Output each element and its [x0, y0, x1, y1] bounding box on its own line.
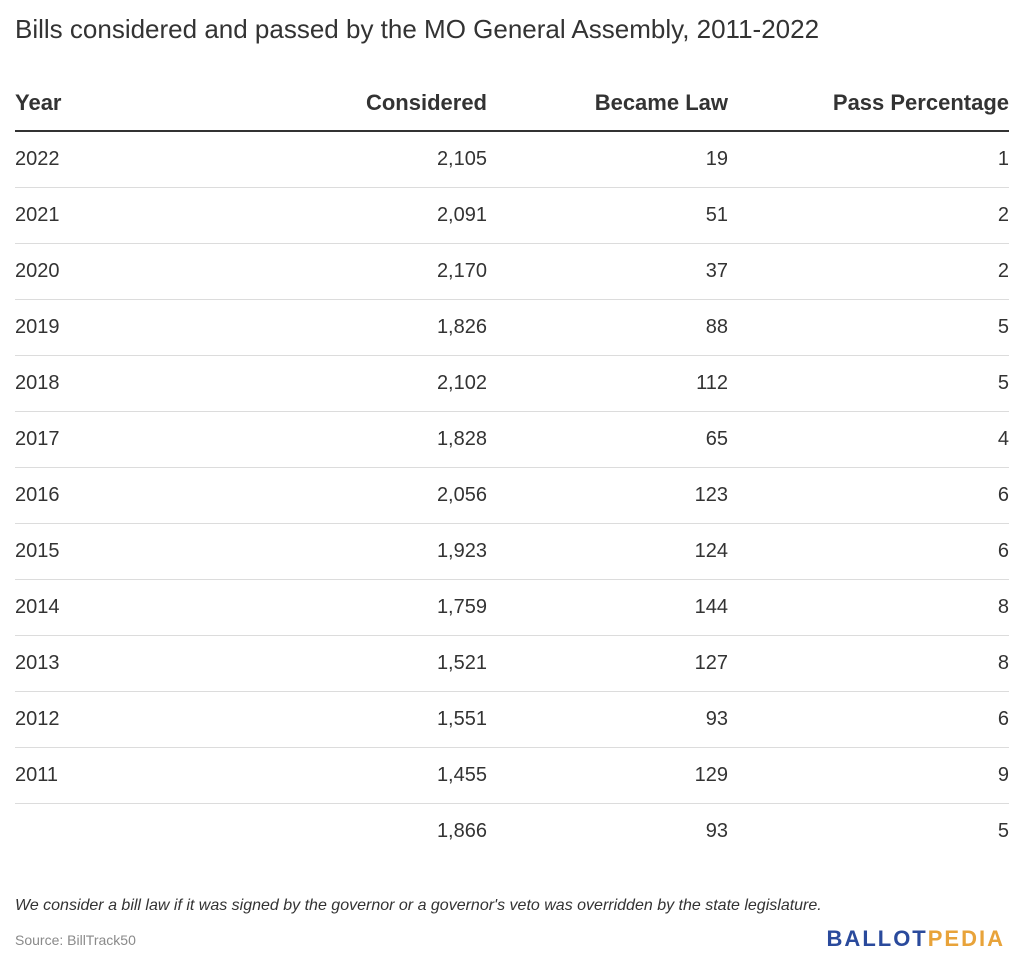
cell-pass-percentage: 6 [728, 691, 1009, 748]
cell-year: 2020 [15, 243, 195, 300]
cell-became-law: 51 [487, 187, 728, 244]
cell-considered: 1,826 [195, 299, 487, 356]
table-row: 2022 2,105 19 1 [15, 131, 1009, 188]
cell-became-law: 127 [487, 635, 728, 692]
cell-pass-percentage: 5 [728, 299, 1009, 356]
cell-became-law: 144 [487, 579, 728, 636]
table-row: 2011 1,455 129 9 [15, 747, 1009, 804]
cell-considered: 1,551 [195, 691, 487, 748]
cell-considered: 2,170 [195, 243, 487, 300]
cell-considered: 1,759 [195, 579, 487, 636]
cell-became-law: 93 [487, 691, 728, 748]
table-row: 2017 1,828 65 4 [15, 411, 1009, 468]
table-row: 2012 1,551 93 6 [15, 691, 1009, 748]
cell-year: 2014 [15, 579, 195, 636]
table-header-row: Year Considered Became Law Pass Percenta… [15, 76, 1009, 132]
cell-pass-percentage: 1 [728, 131, 1009, 188]
table-row: 2018 2,102 112 5 [15, 355, 1009, 412]
cell-year: 2022 [15, 131, 195, 188]
data-table: Year Considered Became Law Pass Percenta… [15, 76, 1009, 859]
cell-considered: 1,521 [195, 635, 487, 692]
table-row: 2021 2,091 51 2 [15, 187, 1009, 244]
cell-considered: 1,828 [195, 411, 487, 468]
cell-year: 2012 [15, 691, 195, 748]
logo-part-pedia: PEDIA [927, 926, 1005, 951]
cell-year [15, 804, 195, 860]
cell-year: 2015 [15, 523, 195, 580]
cell-became-law: 123 [487, 467, 728, 524]
cell-pass-percentage: 4 [728, 411, 1009, 468]
cell-considered: 2,091 [195, 187, 487, 244]
cell-considered: 1,923 [195, 523, 487, 580]
cell-became-law: 37 [487, 243, 728, 300]
cell-pass-percentage: 2 [728, 187, 1009, 244]
cell-considered: 1,866 [436, 820, 487, 842]
cell-considered: 1,455 [195, 747, 487, 804]
cell-became-law: 93 [705, 820, 728, 842]
cell-pass-percentage: 5 [728, 355, 1009, 412]
cell-year: 2021 [15, 187, 195, 244]
cell-became-law: 65 [487, 411, 728, 468]
table-row-average: 1,866 93 5 [15, 804, 1009, 860]
cell-became-law: 112 [487, 355, 728, 412]
cell-became-law: 129 [487, 747, 728, 804]
cell-pass-percentage: 8 [728, 635, 1009, 692]
cell-year: 2017 [15, 411, 195, 468]
table-row: 2016 2,056 123 6 [15, 467, 1009, 524]
cell-pass-percentage: 2 [728, 243, 1009, 300]
source-note: Source: BillTrack50 [15, 932, 136, 948]
cell-considered: 2,056 [195, 467, 487, 524]
cell-became-law: 124 [487, 523, 728, 580]
cell-considered: 2,102 [195, 355, 487, 412]
table-row: 2013 1,521 127 8 [15, 635, 1009, 692]
table-row: 2020 2,170 37 2 [15, 243, 1009, 300]
cell-pass-percentage: 6 [728, 467, 1009, 524]
table-row: 2015 1,923 124 6 [15, 523, 1009, 580]
cell-year: 2011 [15, 747, 195, 804]
cell-became-law: 19 [487, 131, 728, 188]
cell-pass-percentage: 9 [728, 747, 1009, 804]
cell-pass-percentage: 8 [728, 579, 1009, 636]
cell-pass-percentage: 6 [728, 523, 1009, 580]
page-title: Bills considered and passed by the MO Ge… [15, 14, 820, 44]
cell-year: 2013 [15, 635, 195, 692]
column-header-pass-percentage: Pass Percentage [728, 76, 1009, 132]
cell-year: 2019 [15, 299, 195, 356]
cell-year: 2018 [15, 355, 195, 412]
ballotpedia-logo: BALLOTPEDIA [827, 926, 1005, 952]
cell-became-law: 88 [487, 299, 728, 356]
cell-considered: 2,105 [195, 131, 487, 188]
column-header-became-law: Became Law [487, 76, 728, 132]
cell-year: 2016 [15, 467, 195, 524]
footnote: We consider a bill law if it was signed … [15, 897, 822, 914]
cell-pass-percentage: 5 [997, 820, 1009, 842]
table-row: 2014 1,759 144 8 [15, 579, 1009, 636]
table-row: 2019 1,826 88 5 [15, 299, 1009, 356]
column-header-year: Year [15, 76, 195, 132]
column-header-considered: Considered [195, 76, 487, 132]
logo-part-ballot: BALLOT [826, 926, 928, 951]
